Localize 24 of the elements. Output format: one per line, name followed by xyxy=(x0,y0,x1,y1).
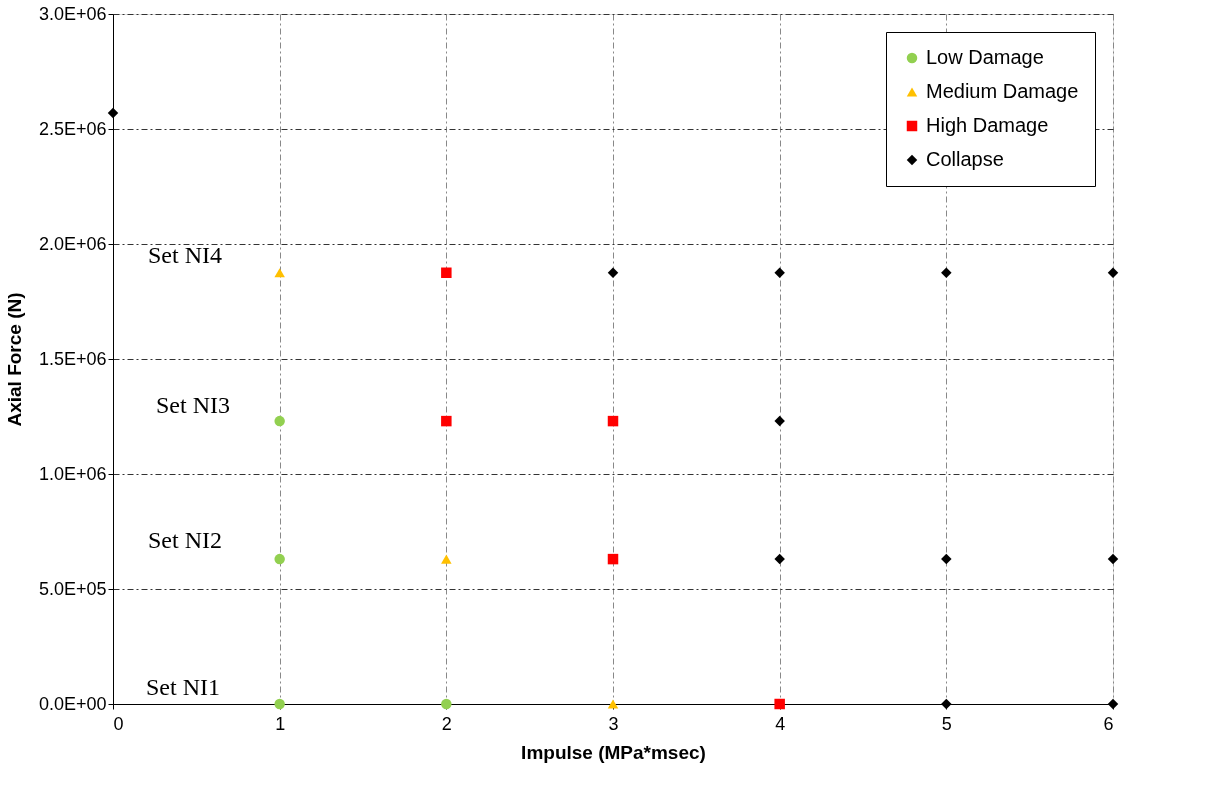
y-tick-label: 5.0E+05 xyxy=(38,578,107,599)
y-tick-label: 3.0E+06 xyxy=(38,3,107,24)
y-tick-label: 1.0E+06 xyxy=(38,463,107,484)
x-tick-label: 6 xyxy=(1103,713,1114,734)
x-tick-label: 2 xyxy=(441,713,452,734)
x-tick-label: 3 xyxy=(608,713,619,734)
y-axis-title: Axial Force (N) xyxy=(3,292,25,427)
annotation: Set NI3 xyxy=(156,392,230,418)
y-tick-label: 1.5E+06 xyxy=(38,348,107,369)
x-tick-label: 5 xyxy=(941,713,952,734)
annotation: Set NI1 xyxy=(146,674,220,700)
legend-label: Low Damage xyxy=(926,46,1044,68)
y-tick-label: 2.0E+06 xyxy=(38,233,107,254)
legend-label: Medium Damage xyxy=(926,80,1079,102)
y-tick-label: 0.0E+00 xyxy=(38,693,107,714)
legend-label: High Damage xyxy=(926,114,1049,136)
x-axis-title: Impulse (MPa*msec) xyxy=(521,741,706,763)
legend-label: Collapse xyxy=(926,148,1004,170)
x-tick-label: 4 xyxy=(775,713,786,734)
annotation: Set NI2 xyxy=(148,527,222,553)
annotation: Set NI4 xyxy=(148,242,222,268)
x-tick-label: 1 xyxy=(275,713,286,734)
y-tick-label: 2.5E+06 xyxy=(38,118,107,139)
x-tick-label: 0 xyxy=(113,713,124,734)
